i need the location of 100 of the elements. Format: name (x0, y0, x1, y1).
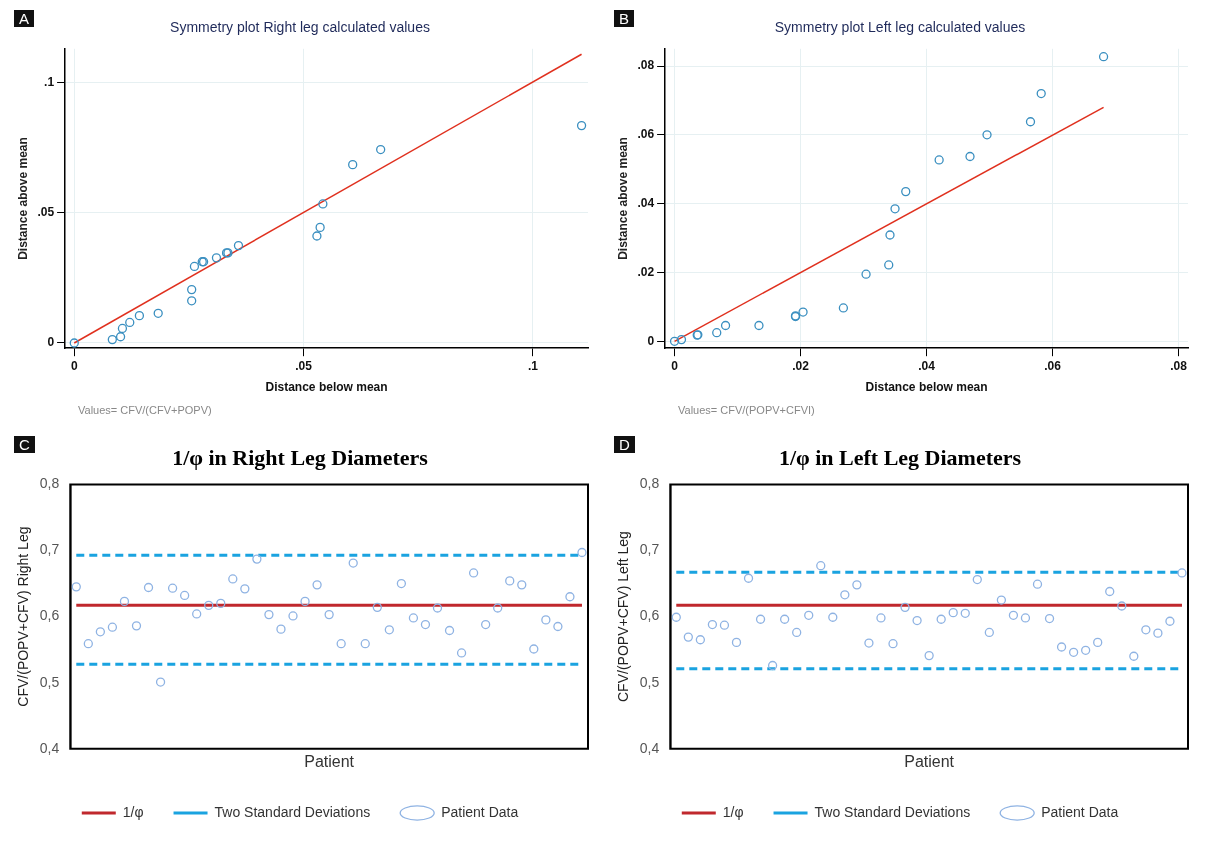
point (372, 602, 382, 612)
y-axis-title: CFV/(POPV+CFV) Left Leg (615, 531, 632, 702)
chart-title: 1/φ in Left Leg Diameters (778, 444, 1022, 470)
text: C (14, 436, 35, 453)
point (720, 320, 731, 331)
y-tick-label: .08 (637, 58, 655, 73)
point (1068, 647, 1079, 657)
point (876, 613, 886, 623)
text: A (14, 10, 35, 27)
point (408, 613, 419, 623)
point (505, 576, 515, 586)
point (189, 261, 200, 272)
point (1129, 651, 1139, 661)
point (376, 144, 386, 155)
point (187, 284, 197, 295)
point (264, 609, 274, 620)
y-axis-title: CFV/(POPV+CFV) Right Leg (15, 526, 32, 707)
point (276, 624, 286, 634)
point (767, 660, 778, 671)
point (396, 578, 407, 589)
point (1036, 88, 1046, 99)
point (1056, 642, 1067, 652)
point (348, 558, 358, 568)
point (493, 603, 503, 613)
point (541, 615, 551, 625)
y-tick-label: 0,8 (639, 475, 660, 492)
point (885, 230, 895, 240)
point (192, 609, 202, 619)
point (517, 580, 527, 590)
point (315, 222, 325, 233)
x-axis-title: Distance below mean (865, 380, 988, 395)
chart-title: 1/φ in Right Leg Diameters (172, 444, 429, 470)
point (861, 269, 871, 279)
point (71, 582, 81, 592)
point (890, 204, 900, 214)
point (187, 296, 197, 306)
point (676, 334, 687, 345)
point (211, 253, 222, 263)
point (312, 231, 322, 241)
point (1177, 568, 1187, 578)
point (348, 160, 358, 170)
point (816, 561, 826, 571)
legend-label: Two Standard Deviations (814, 803, 971, 820)
x-tick-label: .04 (918, 358, 936, 373)
point (553, 621, 563, 632)
point (107, 334, 117, 345)
point (840, 590, 850, 600)
point (901, 186, 911, 197)
text: Values= CFV/(POPV+CFVI) (678, 404, 815, 416)
point (228, 574, 238, 584)
point (934, 155, 944, 165)
point (456, 648, 467, 658)
y-axis-title: Distance above mean (615, 137, 630, 260)
point (965, 151, 975, 162)
point (671, 612, 681, 622)
point (360, 639, 370, 649)
point (577, 547, 587, 558)
y-tick-label: 0,5 (39, 673, 60, 690)
point (912, 615, 922, 626)
point (155, 677, 166, 687)
point (884, 260, 894, 270)
point (948, 607, 958, 618)
point (1032, 579, 1043, 589)
x-tick-label: .05 (295, 358, 313, 373)
y-tick-label: 0,6 (39, 607, 60, 624)
chart-title: Symmetry plot Left leg calculated values (774, 19, 1026, 36)
point (1105, 586, 1115, 597)
point (468, 568, 479, 578)
point (780, 614, 790, 624)
point (69, 338, 79, 348)
point (117, 323, 128, 334)
point (565, 592, 575, 602)
point (336, 639, 346, 649)
point (167, 583, 178, 593)
point (707, 619, 718, 630)
point (233, 240, 244, 251)
point (755, 614, 766, 624)
point (864, 638, 874, 648)
legend-label: Two Standard Deviations (214, 803, 371, 820)
point (576, 120, 587, 131)
point (852, 580, 862, 590)
point (420, 619, 431, 630)
text: Values= CFV/(CFV+POPV) (78, 404, 212, 416)
point (719, 620, 730, 630)
point (695, 635, 706, 645)
point (131, 621, 142, 631)
point (134, 311, 145, 321)
point (1008, 610, 1019, 620)
legend-label: Patient Data (441, 803, 519, 820)
y-tick-label: 0 (47, 335, 55, 350)
point (828, 612, 838, 622)
point (1141, 625, 1151, 635)
y-tick-label: .04 (637, 195, 655, 210)
y-tick-label: 0 (647, 333, 655, 348)
point (731, 637, 742, 648)
point (153, 308, 163, 318)
chart-title: Symmetry plot Right leg calculated values (170, 19, 430, 36)
legend-label: Patient Data (1041, 803, 1119, 820)
point (204, 600, 214, 611)
y-tick-label: .1 (44, 74, 55, 89)
